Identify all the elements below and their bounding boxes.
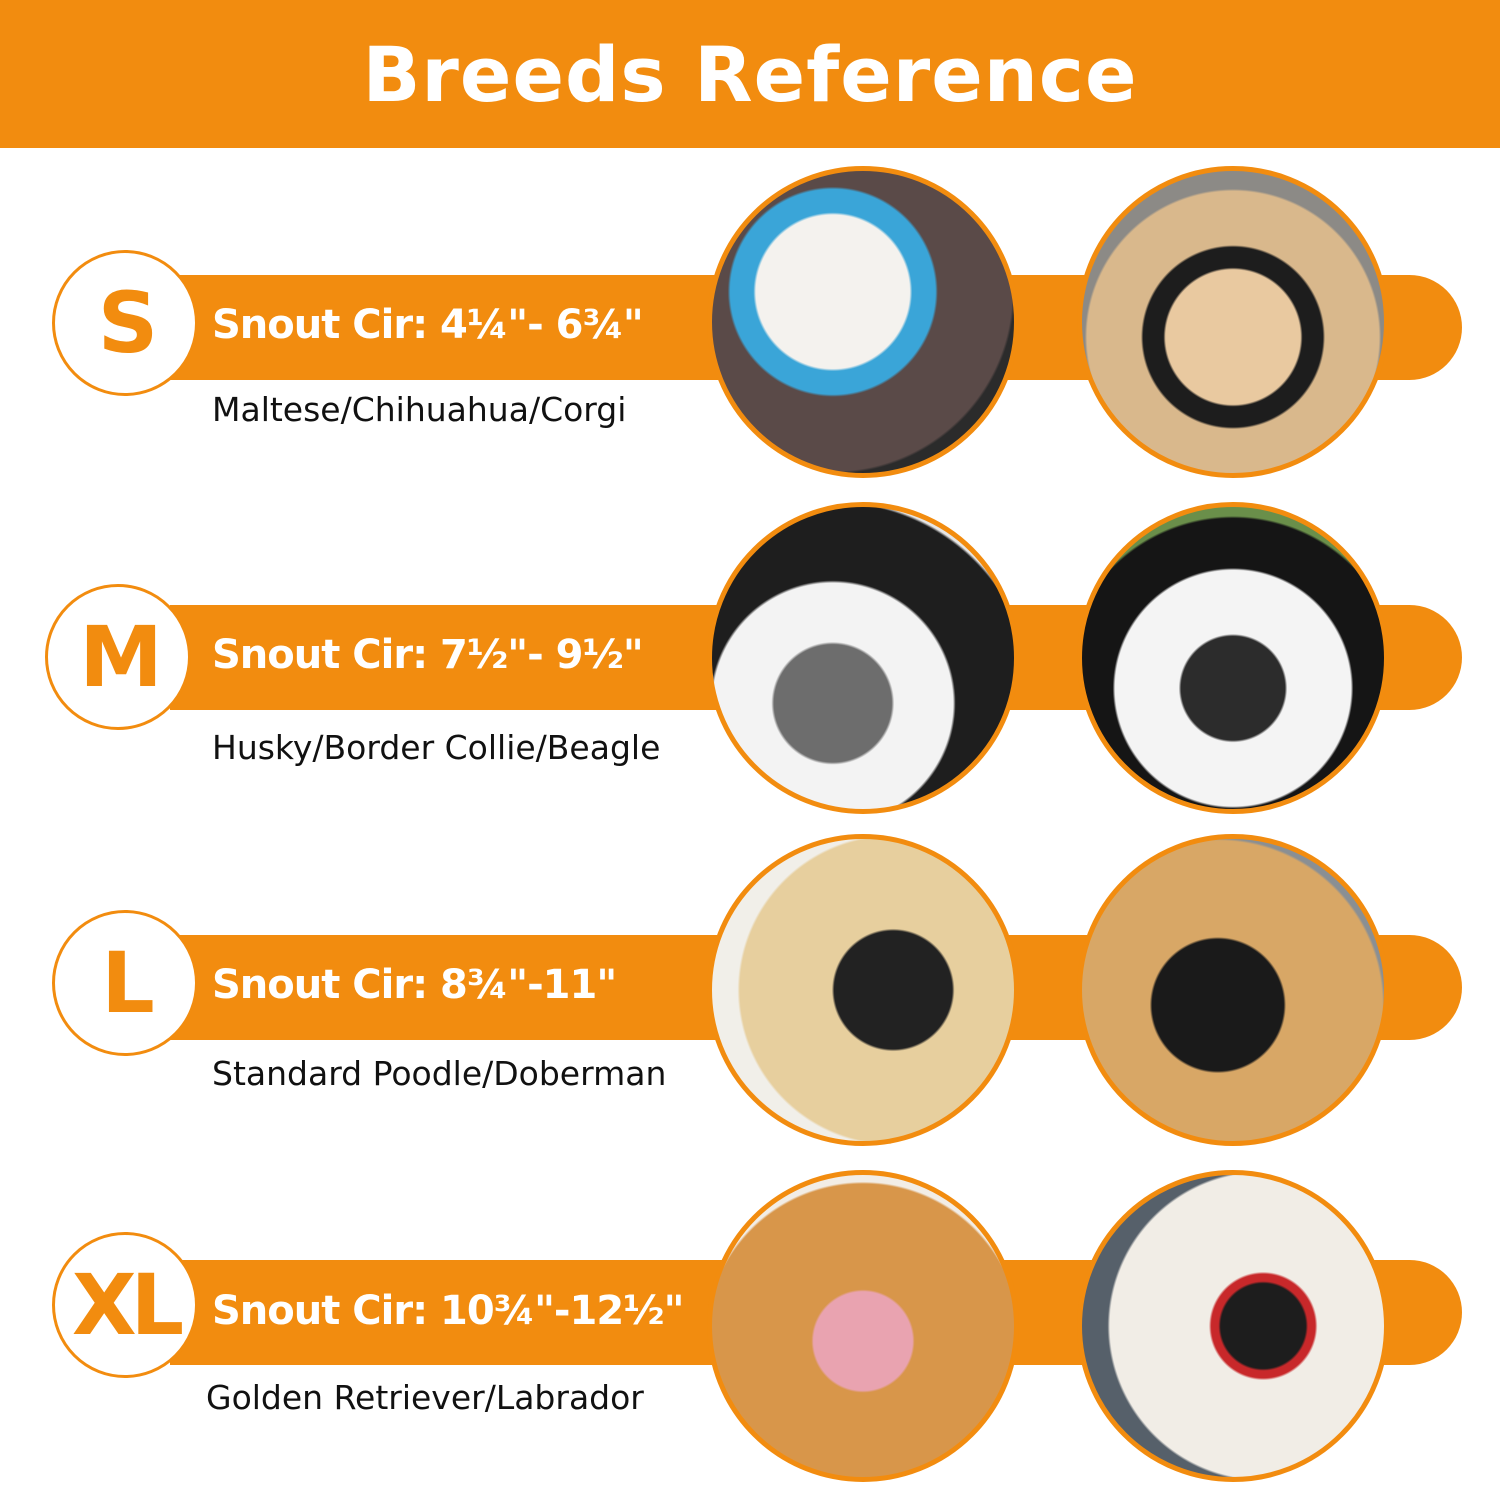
dog-photo [707,1170,1019,1482]
breed-list: Maltese/Chihuahua/Corgi [212,390,627,429]
size-badge: M [45,584,191,730]
snout-range: Snout Cir: 4¼"- 6¾" [212,302,644,348]
breed-list: Husky/Border Collie/Beagle [212,728,661,767]
dog-photo [1077,834,1389,1146]
dog-photo [707,834,1019,1146]
size-row-l: L Snout Cir: 8¾"-11" Standard Poodle/Dob… [0,822,1500,1152]
size-badge: L [52,910,198,1056]
breed-list: Golden Retriever/Labrador [206,1378,644,1417]
size-badge: S [52,250,198,396]
dog-photo [1077,166,1389,478]
size-row-xl: XL Snout Cir: 10¾"-12½" Golden Retriever… [0,1148,1500,1482]
breed-list: Standard Poodle/Doberman [212,1054,667,1093]
dog-photo [707,166,1019,478]
snout-range: Snout Cir: 7½"- 9½" [212,632,644,678]
header-banner: Breeds Reference [0,0,1500,148]
size-badge: XL [52,1232,198,1378]
snout-range: Snout Cir: 8¾"-11" [212,962,617,1008]
size-row-s: S Snout Cir: 4¼"- 6¾" Maltese/Chihuahua/… [0,162,1500,492]
dog-photo [707,502,1019,814]
page-title: Breeds Reference [362,29,1138,119]
dog-photo [1077,1170,1389,1482]
dog-photo [1077,502,1389,814]
snout-range: Snout Cir: 10¾"-12½" [212,1288,684,1334]
size-row-m: M Snout Cir: 7½"- 9½" Husky/Border Colli… [0,492,1500,822]
